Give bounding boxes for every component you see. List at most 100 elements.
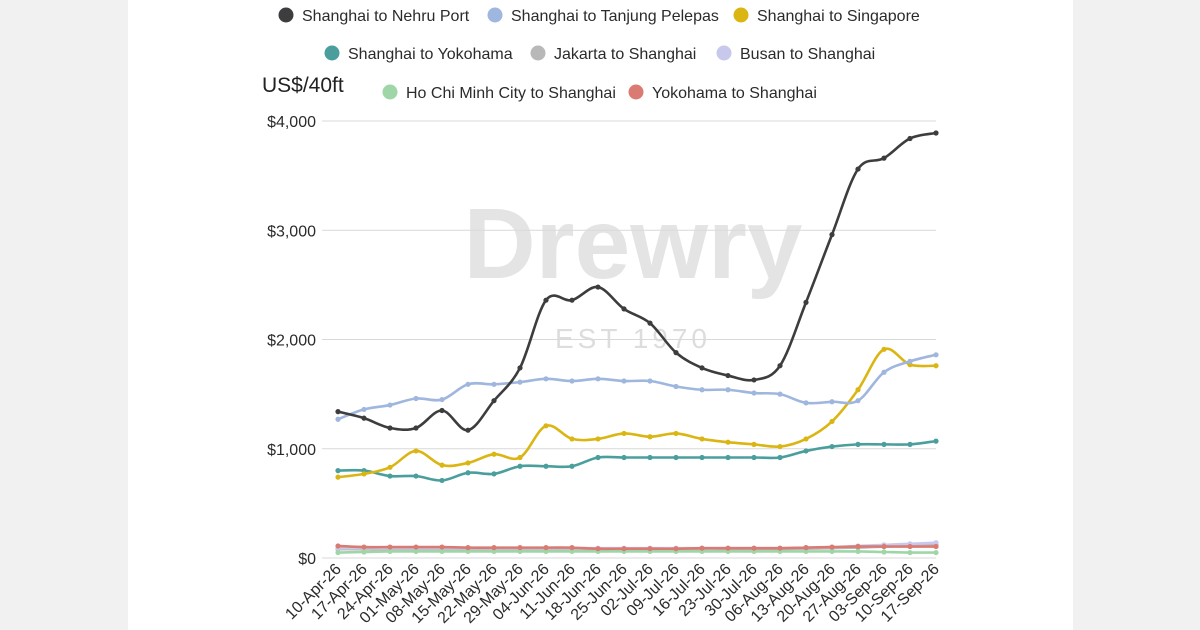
x-axis: 10-Apr-2617-Apr-2624-Apr-2601-May-2608-M… <box>282 561 942 627</box>
data-point <box>907 135 913 142</box>
data-point <box>907 358 913 364</box>
chart-card: Drewry EST 1970 $0 $1,000 $2,000 $3,000 $4,0… <box>128 0 1073 630</box>
data-point <box>413 544 419 550</box>
watermark-tagline: EST 1970 <box>555 323 711 354</box>
y-axis-label: US$/40ft <box>262 74 344 97</box>
data-point <box>465 548 471 555</box>
data-point <box>413 473 419 479</box>
data-point <box>673 454 679 461</box>
data-point <box>387 473 393 479</box>
data-point <box>465 381 471 387</box>
legend-marker <box>278 7 294 23</box>
legend-label: Busan to Shanghai <box>740 46 875 63</box>
data-point <box>933 130 939 136</box>
data-point <box>621 454 627 461</box>
legend-item: Yokohama to Shanghai <box>628 84 817 102</box>
series-group <box>335 548 939 556</box>
data-point <box>621 306 627 312</box>
data-point <box>803 545 809 551</box>
data-point <box>725 372 731 379</box>
data-point <box>595 376 601 382</box>
data-point <box>543 545 549 551</box>
legend-label: Shanghai to Yokohama <box>348 46 513 63</box>
data-point <box>517 545 523 551</box>
data-point <box>829 232 835 238</box>
series-group <box>335 346 939 480</box>
legend-label: Shanghai to Singapore <box>757 8 920 25</box>
y-tick-label: $3,000 <box>267 223 316 240</box>
data-point <box>829 443 835 450</box>
data-point <box>699 436 705 442</box>
data-point <box>465 460 471 466</box>
y-tick-label: $4,000 <box>267 114 316 131</box>
series-layer <box>335 130 939 556</box>
data-point <box>439 407 445 414</box>
data-point <box>725 387 731 393</box>
y-axis: $0 $1,000 $2,000 $3,000 $4,000 <box>267 114 316 568</box>
data-point <box>777 391 783 397</box>
data-point <box>621 378 627 384</box>
data-point <box>491 451 497 457</box>
data-point <box>673 383 679 390</box>
data-point <box>647 378 653 384</box>
legend-marker <box>733 7 749 23</box>
data-point <box>387 548 393 555</box>
data-point <box>777 363 783 369</box>
legend-item: Shanghai to Yokohama <box>324 45 513 63</box>
data-point <box>361 549 367 555</box>
legend-marker <box>487 7 503 23</box>
data-point <box>829 418 835 425</box>
legend-item: Shanghai to Nehru Port <box>278 7 470 25</box>
watermark-brand: Drewry <box>463 188 802 300</box>
data-point <box>569 545 575 551</box>
data-point <box>647 434 653 440</box>
data-point <box>725 439 731 445</box>
gridlines <box>322 120 936 559</box>
data-point <box>881 441 887 447</box>
data-point <box>699 387 705 393</box>
data-point <box>933 549 939 556</box>
data-point <box>829 399 835 405</box>
data-point <box>491 548 497 555</box>
data-point <box>933 543 939 550</box>
data-point <box>751 545 757 551</box>
line-chart: Drewry EST 1970 $0 $1,000 $2,000 $3,000 $4,0… <box>262 7 943 627</box>
data-point <box>439 544 445 550</box>
data-point <box>439 396 445 403</box>
data-point <box>673 430 679 437</box>
data-point <box>543 376 549 382</box>
data-point <box>335 468 341 474</box>
data-point <box>569 463 575 469</box>
series-group <box>335 438 939 484</box>
series-group <box>335 543 939 552</box>
legend-item: Shanghai to Tanjung Pelepas <box>487 7 719 25</box>
data-point <box>725 545 731 551</box>
data-point <box>491 471 497 477</box>
data-point <box>647 454 653 461</box>
watermark: Drewry EST 1970 <box>463 188 802 354</box>
legend-item: Busan to Shanghai <box>716 45 875 63</box>
series-line <box>337 550 937 554</box>
data-point <box>569 548 575 555</box>
data-point <box>881 543 887 550</box>
data-point <box>751 390 757 396</box>
data-point <box>933 540 939 546</box>
data-point <box>595 546 601 552</box>
data-point <box>907 543 913 550</box>
series-group <box>335 130 939 433</box>
data-point <box>517 365 523 371</box>
series-line <box>337 439 937 482</box>
data-point <box>439 477 445 484</box>
data-point <box>673 350 679 356</box>
data-point <box>569 378 575 384</box>
data-point <box>803 400 809 406</box>
data-point <box>439 462 445 468</box>
data-point <box>491 545 497 551</box>
data-point <box>777 454 783 461</box>
data-point <box>517 454 523 461</box>
data-point <box>751 454 757 461</box>
data-point <box>335 474 341 480</box>
data-point <box>595 436 601 442</box>
data-point <box>543 548 549 555</box>
legend-marker <box>382 84 398 100</box>
